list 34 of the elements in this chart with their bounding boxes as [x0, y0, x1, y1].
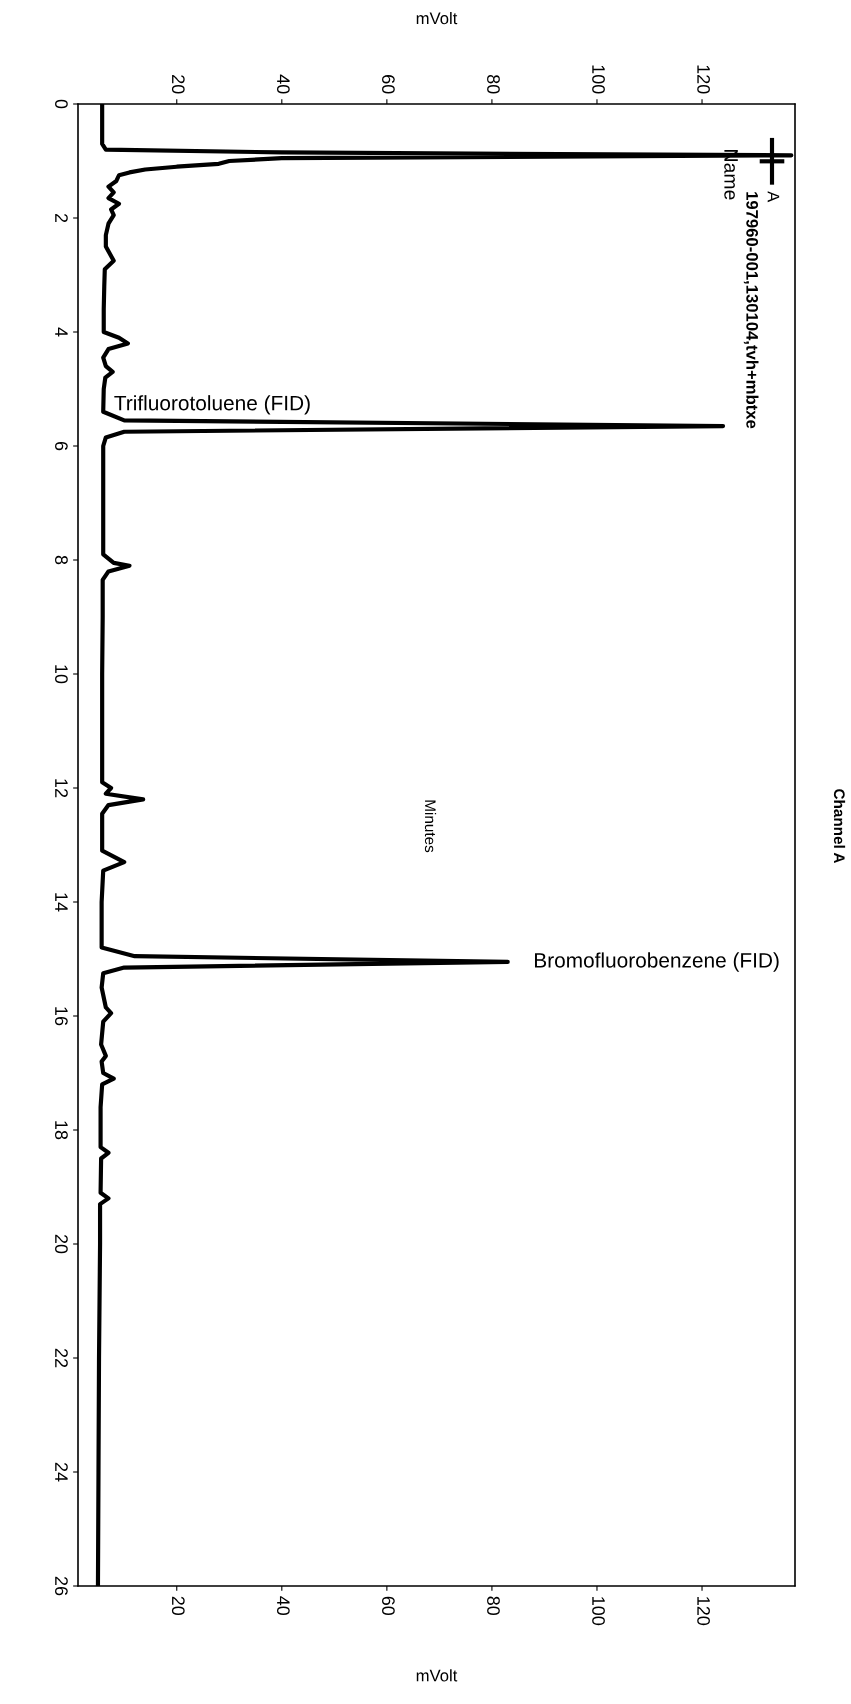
- y-tick-label: 18: [55, 1121, 68, 1140]
- x-tick-label: 40: [276, 1596, 290, 1616]
- y-tick-label: 0: [55, 99, 68, 109]
- x-tick-label: 80: [487, 1596, 500, 1616]
- x2-tick-label: 100: [592, 65, 605, 94]
- annotation: Trifluorotoluene (FID): [114, 395, 310, 415]
- y-axis-title: Minutes: [424, 800, 437, 853]
- y-tick-label: 16: [55, 1007, 68, 1026]
- x-tick-label: 120: [697, 1597, 710, 1626]
- text: Channel A: [833, 789, 846, 864]
- x-tick-label: 100: [592, 1597, 605, 1626]
- x2-tick-label: 40: [276, 74, 290, 94]
- x2-axis-title: mVolt: [416, 12, 458, 25]
- x-axis-title: mVolt: [416, 1669, 458, 1682]
- text: A: [767, 191, 780, 203]
- annotation: 197960-001,130104,tvh+mbtxe: [743, 192, 759, 429]
- y-tick-label: 4: [55, 327, 68, 337]
- y-tick-label: 6: [55, 441, 68, 451]
- y-tick-label: 24: [55, 1462, 68, 1482]
- y-tick-label: 2: [55, 213, 68, 223]
- y-tick-label: 10: [55, 665, 68, 684]
- x-tick-label: 60: [382, 1596, 395, 1616]
- x2-tick-label: 60: [382, 75, 395, 94]
- y-tick-label: 8: [55, 555, 68, 565]
- y-tick-label: 20: [55, 1234, 68, 1254]
- y-tick-label: 14: [55, 893, 68, 912]
- x2-tick-label: 80: [487, 74, 500, 94]
- y-tick-label: 22: [55, 1348, 68, 1368]
- x-tick-label: 20: [171, 1596, 185, 1616]
- x2-tick-label: 20: [171, 75, 185, 94]
- y-tick-label: 12: [55, 779, 68, 798]
- x2-tick-label: 120: [697, 65, 710, 94]
- y-tick-label: 26: [55, 1576, 68, 1596]
- annotation: Bromofluorobenzene (FID): [535, 952, 779, 972]
